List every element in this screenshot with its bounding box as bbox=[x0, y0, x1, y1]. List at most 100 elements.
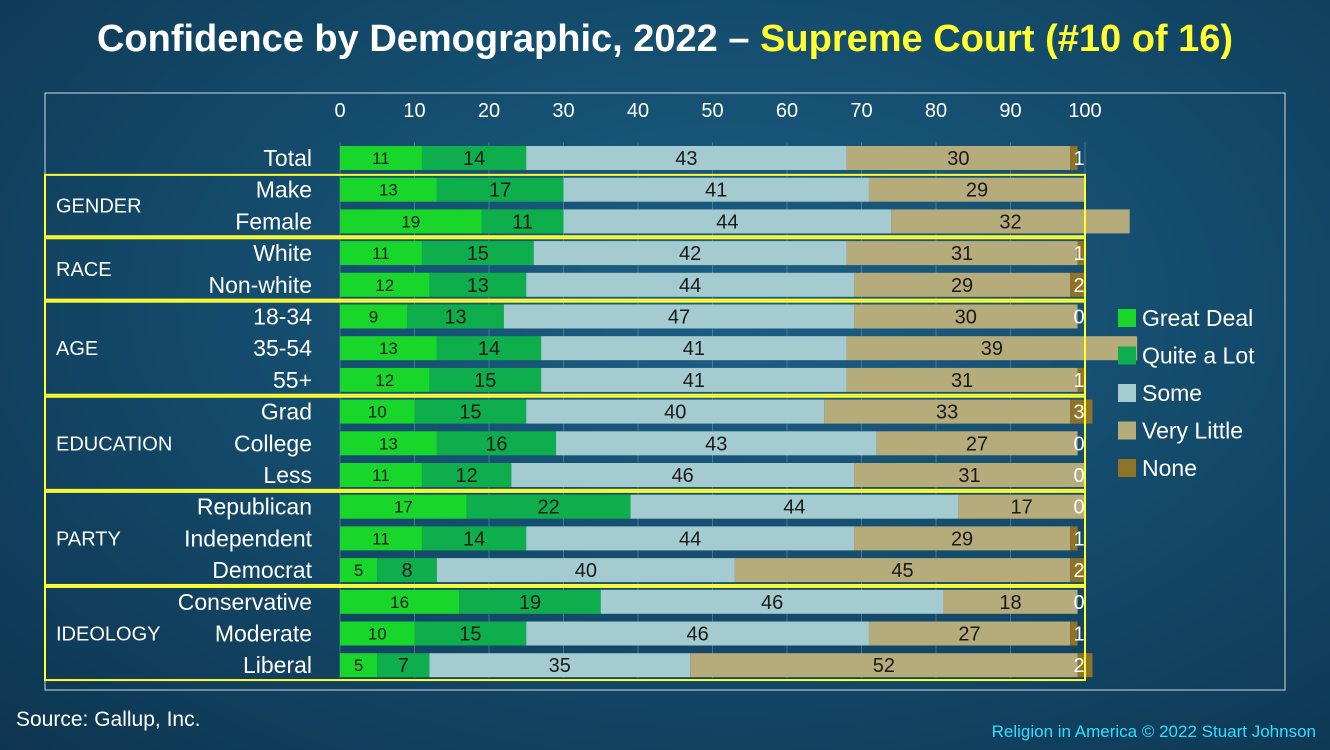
data-label-18-34-great-deal: 9 bbox=[369, 308, 378, 327]
row-label-less: Less bbox=[263, 462, 312, 488]
bar-female-some bbox=[563, 209, 892, 234]
bar-55-very-little bbox=[846, 367, 1078, 392]
data-label-moderate-quite-a-lot: 15 bbox=[459, 624, 481, 646]
data-label-democrat-great-deal: 5 bbox=[354, 561, 363, 580]
data-label-moderate-great-deal: 10 bbox=[368, 625, 387, 644]
bar-less-great-deal bbox=[340, 463, 422, 487]
bar-non-white-very-little bbox=[854, 272, 1071, 297]
data-label-college-very-little: 27 bbox=[966, 433, 988, 455]
bar-female-very-little bbox=[891, 209, 1130, 234]
group-label-education: EDUCATION bbox=[56, 433, 172, 455]
data-label-35-54-very-little: 39 bbox=[981, 338, 1003, 360]
bar-democrat-great-deal bbox=[340, 558, 378, 583]
bar-female-quite-a-lot bbox=[481, 209, 564, 234]
x-tick-label-10: 10 bbox=[403, 100, 425, 122]
bar-make-great-deal bbox=[340, 177, 437, 202]
data-label-18-34-quite-a-lot: 13 bbox=[444, 307, 466, 329]
bar-white-some bbox=[533, 241, 847, 266]
group-label-ideology: IDEOLOGY bbox=[56, 624, 160, 646]
bar-republican-great-deal bbox=[340, 494, 467, 519]
bar-make-some bbox=[563, 177, 869, 202]
data-label-democrat-very-little: 45 bbox=[891, 560, 913, 582]
x-tick-label-100: 100 bbox=[1068, 100, 1101, 122]
bar-republican-very-little bbox=[958, 494, 1085, 519]
bar-college-very-little bbox=[876, 431, 1078, 456]
row-label-female: Female bbox=[235, 208, 312, 234]
data-label-55-none: 1 bbox=[1073, 370, 1084, 392]
legend-swatch-quite-a-lot bbox=[1118, 346, 1136, 365]
data-label-non-white-none: 2 bbox=[1073, 275, 1084, 297]
bar-independent-great-deal bbox=[340, 526, 422, 551]
bar-make-quite-a-lot bbox=[436, 177, 564, 202]
data-label-conservative-some: 46 bbox=[761, 592, 783, 614]
source-note: Source: Gallup, Inc. bbox=[16, 708, 201, 731]
bar-independent-some bbox=[526, 526, 855, 551]
bar-conservative-very-little bbox=[943, 589, 1078, 614]
data-label-make-some: 41 bbox=[705, 180, 727, 202]
bar-non-white-some bbox=[526, 272, 855, 297]
bar-independent-very-little bbox=[854, 526, 1071, 551]
bar-55-great-deal bbox=[340, 367, 430, 392]
x-tick-label-40: 40 bbox=[627, 100, 649, 122]
data-label-female-great-deal: 19 bbox=[401, 212, 420, 231]
bar-grad-very-little bbox=[824, 399, 1071, 424]
bar-total-quite-a-lot bbox=[421, 146, 527, 170]
bar-independent-none bbox=[1070, 526, 1078, 551]
bar-35-54-great-deal bbox=[340, 336, 437, 361]
data-label-female-very-little: 32 bbox=[999, 211, 1021, 233]
row-label-college: College bbox=[234, 430, 312, 456]
row-label-55: 55+ bbox=[273, 367, 312, 393]
data-label-less-some: 46 bbox=[672, 465, 694, 487]
bar-35-54-very-little bbox=[846, 336, 1138, 361]
data-label-total-none: 1 bbox=[1073, 148, 1084, 170]
data-label-less-very-little: 31 bbox=[958, 465, 980, 487]
bar-moderate-great-deal bbox=[340, 621, 415, 646]
data-label-liberal-none: 2 bbox=[1073, 655, 1084, 677]
data-label-republican-very-little: 17 bbox=[1011, 497, 1033, 519]
bar-less-some bbox=[511, 463, 855, 487]
bar-moderate-none bbox=[1070, 621, 1078, 646]
bar-moderate-some bbox=[526, 621, 869, 646]
data-label-non-white-great-deal: 12 bbox=[375, 276, 394, 295]
bar-republican-quite-a-lot bbox=[466, 494, 631, 519]
bar-18-34-great-deal bbox=[340, 304, 408, 329]
bar-college-quite-a-lot bbox=[436, 431, 557, 456]
group-box-gender bbox=[44, 173, 1086, 238]
data-label-grad-none: 3 bbox=[1073, 402, 1084, 424]
title-main: Confidence by Demographic, 2022 – bbox=[96, 18, 750, 60]
data-label-republican-quite-a-lot: 22 bbox=[537, 497, 559, 519]
bar-grad-none bbox=[1070, 399, 1093, 424]
group-label-age: AGE bbox=[56, 338, 98, 360]
data-label-18-34-some: 47 bbox=[668, 307, 690, 329]
data-label-college-none: 0 bbox=[1073, 433, 1084, 455]
data-label-grad-great-deal: 10 bbox=[368, 403, 387, 422]
bar-non-white-quite-a-lot bbox=[429, 272, 527, 297]
bar-conservative-quite-a-lot bbox=[459, 589, 601, 614]
bar-democrat-very-little bbox=[734, 558, 1071, 583]
data-label-democrat-none: 2 bbox=[1073, 560, 1084, 582]
data-label-moderate-some: 46 bbox=[686, 624, 708, 646]
bar-republican-some bbox=[630, 494, 959, 519]
x-tick-label-60: 60 bbox=[776, 100, 798, 122]
row-label-conservative: Conservative bbox=[178, 589, 312, 615]
data-label-make-quite-a-lot: 17 bbox=[489, 180, 511, 202]
row-label-republican: Republican bbox=[197, 494, 312, 520]
bar-total-some bbox=[526, 146, 847, 170]
row-label-make: Make bbox=[256, 177, 312, 203]
bar-total-very-little bbox=[846, 146, 1071, 170]
bar-grad-great-deal bbox=[340, 399, 415, 424]
bar-conservative-some bbox=[600, 589, 944, 614]
bar-democrat-some bbox=[436, 558, 735, 583]
data-label-total-very-little: 30 bbox=[947, 148, 969, 170]
bar-liberal-some bbox=[429, 653, 691, 678]
bar-conservative-great-deal bbox=[340, 589, 460, 614]
data-label-independent-great-deal: 11 bbox=[372, 529, 390, 548]
legend-label-some: Some bbox=[1142, 380, 1202, 406]
data-label-white-very-little: 31 bbox=[951, 243, 973, 265]
data-label-college-quite-a-lot: 16 bbox=[485, 433, 507, 455]
data-label-democrat-some: 40 bbox=[575, 560, 597, 582]
data-label-grad-very-little: 33 bbox=[936, 402, 958, 424]
data-label-total-some: 43 bbox=[675, 148, 697, 170]
data-label-conservative-quite-a-lot: 19 bbox=[519, 592, 541, 614]
